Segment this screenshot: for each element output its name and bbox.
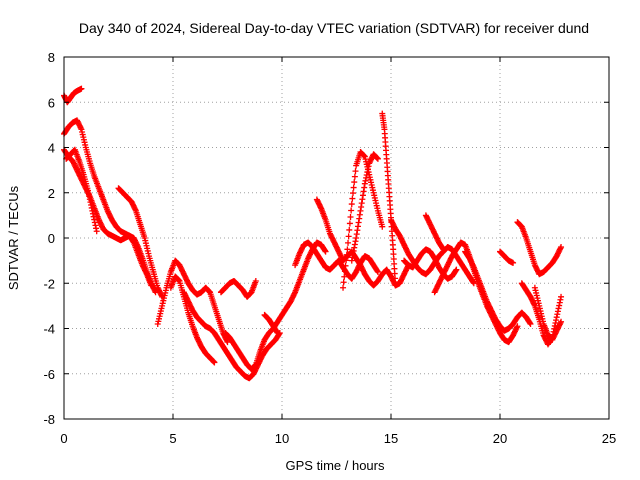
data-point-marker — [344, 246, 351, 253]
data-point-marker — [348, 207, 355, 214]
data-point-marker — [343, 257, 350, 264]
data-point-marker — [341, 268, 348, 275]
x-tick-label: 0 — [60, 431, 67, 446]
data-series-track-15 — [348, 151, 381, 264]
x-tick-label: 15 — [384, 431, 398, 446]
data-series-track-21 — [462, 248, 534, 334]
data-point-marker — [343, 251, 350, 258]
data-series-track-3 — [61, 146, 155, 289]
data-point-marker — [453, 266, 460, 273]
data-point-marker — [440, 246, 447, 253]
data-point-marker — [211, 359, 218, 366]
data-point-marker — [348, 201, 355, 208]
data-series-track-7 — [167, 273, 218, 366]
y-tick-label: 6 — [48, 95, 55, 110]
data-point-marker — [345, 239, 352, 246]
data-series-track-19 — [422, 212, 447, 253]
data-point-marker — [558, 293, 565, 300]
data-point-marker — [346, 226, 353, 233]
data-point-marker — [93, 228, 100, 235]
data-point-marker — [345, 233, 352, 240]
x-axis-label: GPS time / hours — [286, 458, 385, 473]
x-tick-label: 10 — [275, 431, 289, 446]
data-point-marker — [350, 184, 357, 191]
data-point-marker — [352, 168, 359, 175]
y-tick-label: 4 — [48, 141, 55, 156]
data-series-track-9 — [217, 277, 259, 300]
grid-layer — [64, 57, 609, 419]
y-tick-label: 0 — [48, 231, 55, 246]
data-layer — [61, 85, 565, 382]
data-series-track-25 — [531, 284, 565, 343]
data-point-marker — [374, 155, 381, 162]
data-point-marker — [340, 279, 347, 286]
data-point-marker — [374, 268, 381, 275]
y-tick-label: 8 — [48, 50, 55, 65]
data-point-marker — [349, 195, 356, 202]
data-series-track-14 — [340, 149, 386, 291]
data-point-marker — [527, 320, 534, 327]
tick-layer: 0 5 10 15 20 25 -8 -6 -4 -2 0 2 4 6 8 — [43, 50, 616, 446]
data-point-marker — [392, 280, 399, 287]
data-point-marker — [322, 248, 329, 255]
data-series-track-10 — [222, 239, 329, 373]
data-point-marker — [558, 244, 565, 251]
y-axis-label: SDTVAR / TECUs — [6, 185, 21, 290]
data-point-marker — [340, 284, 347, 291]
data-series-track-22 — [497, 248, 517, 266]
data-point-marker — [148, 282, 155, 289]
data-point-marker — [346, 220, 353, 227]
x-tick-label: 5 — [169, 431, 176, 446]
x-tick-label: 25 — [602, 431, 616, 446]
data-point-marker — [350, 190, 357, 197]
data-series-track-1 — [61, 85, 85, 106]
chart-title: Day 340 of 2024, Sidereal Day-to-day VTE… — [79, 20, 589, 36]
x-tick-label: 20 — [493, 431, 507, 446]
y-tick-label: 2 — [48, 186, 55, 201]
data-point-marker — [342, 262, 349, 269]
data-series-track-13 — [313, 196, 412, 289]
data-series-track-5 — [115, 185, 166, 300]
data-series-track-4 — [63, 146, 100, 235]
data-point-marker — [351, 179, 358, 186]
y-tick-label: -6 — [43, 367, 55, 382]
data-series-track-16 — [379, 110, 399, 287]
data-series-track-18 — [401, 246, 460, 282]
data-point-marker — [379, 223, 386, 230]
data-point-marker — [347, 213, 354, 220]
data-series-track-6 — [154, 257, 231, 346]
data-point-marker — [274, 330, 281, 337]
y-tick-label: -4 — [43, 322, 55, 337]
data-point-marker — [341, 273, 348, 280]
data-point-marker — [514, 323, 521, 330]
y-tick-label: -8 — [43, 412, 55, 427]
data-series-track-11 — [261, 311, 281, 337]
data-point-marker — [78, 85, 85, 92]
data-point-marker — [252, 277, 259, 284]
data-series-track-23 — [514, 219, 565, 278]
data-point-marker — [558, 318, 565, 325]
data-series-track-8 — [180, 289, 283, 382]
data-point-marker — [351, 173, 358, 180]
data-point-marker — [510, 259, 517, 266]
y-tick-label: -2 — [43, 276, 55, 291]
